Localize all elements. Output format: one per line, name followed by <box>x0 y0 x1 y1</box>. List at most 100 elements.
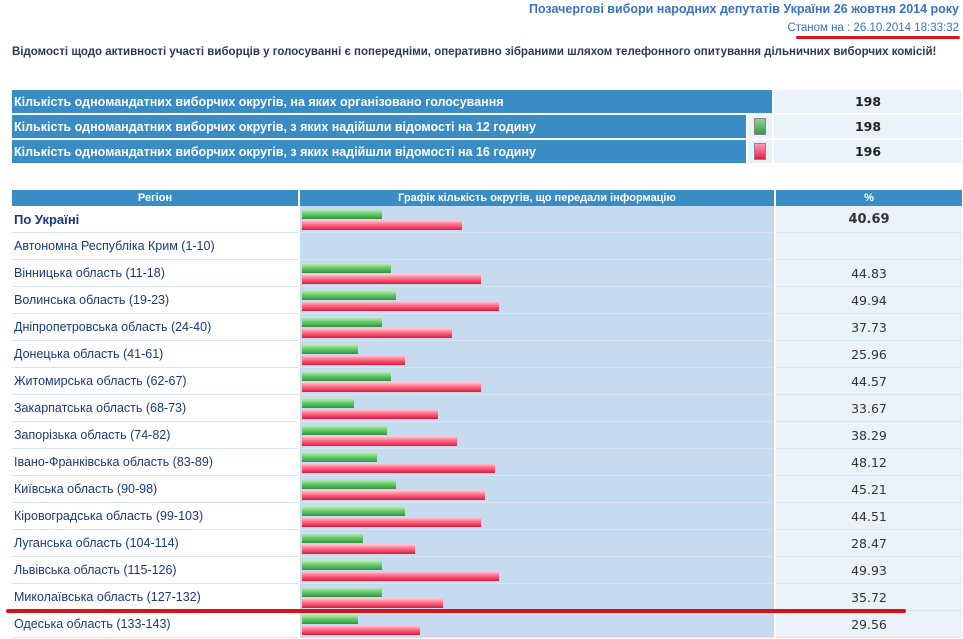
region-graph-cell <box>300 368 774 395</box>
region-percent: 29.56 <box>776 611 962 638</box>
region-name[interactable]: Миколаївська область (127-132) <box>12 584 298 611</box>
region-name[interactable]: Одеська область (133-143) <box>12 611 298 638</box>
red-bar <box>302 624 420 635</box>
region-name[interactable]: Житомирська область (62-67) <box>12 368 298 395</box>
region-graph-cell <box>300 233 774 260</box>
region-name[interactable]: Волинська область (19-23) <box>12 287 298 314</box>
legend-indicator <box>748 140 772 163</box>
region-name[interactable]: Луганська область (104-114) <box>12 530 298 557</box>
region-graph-cell <box>300 611 774 638</box>
region-graph-cell <box>300 476 774 503</box>
region-graph-cell <box>300 341 774 368</box>
regions-body: По Україні 40.69 Автономна Республіка Крим… <box>12 206 962 638</box>
region-name[interactable]: Донецька область (41-61) <box>12 341 298 368</box>
region-name[interactable]: Закарпатська область (68-73) <box>12 395 298 422</box>
table-row: Миколаївська область (127-132) 35.72 <box>12 584 962 611</box>
green-bar <box>302 289 396 300</box>
green-bar <box>302 262 391 273</box>
regions-table: Регіон Графік кількість округів, що пере… <box>10 190 963 638</box>
region-graph-cell <box>300 287 774 314</box>
region-name[interactable]: Київська область (90-98) <box>12 476 298 503</box>
region-percent: 49.94 <box>776 287 962 314</box>
summary-label: Кількість одномандатних виборчих округів… <box>12 115 746 138</box>
region-percent: 25.96 <box>776 341 962 368</box>
column-header-percent: % <box>776 190 962 206</box>
region-name[interactable]: Дніпропетровська область (24-40) <box>12 314 298 341</box>
summary-label: Кількість одномандатних виборчих округів… <box>12 90 772 113</box>
red-bar <box>302 462 495 473</box>
region-graph-cell <box>300 314 774 341</box>
green-bar <box>302 586 382 597</box>
region-graph-cell <box>300 557 774 584</box>
table-row: Волинська область (19-23) 49.94 <box>12 287 962 314</box>
region-name[interactable]: Запорізька область (74-82) <box>12 422 298 449</box>
summary-row: Кількість одномандатних виборчих округів… <box>12 115 962 138</box>
regions-header-row: Регіон Графік кількість округів, що пере… <box>12 190 962 206</box>
table-row: Донецька область (41-61) 25.96 <box>12 341 962 368</box>
region-graph-cell <box>300 503 774 530</box>
region-percent: 44.83 <box>776 260 962 287</box>
table-row: Закарпатська область (68-73) 33.67 <box>12 395 962 422</box>
region-percent: 45.21 <box>776 476 962 503</box>
red-bar <box>302 381 481 392</box>
table-row: Запорізька область (74-82) 38.29 <box>12 422 962 449</box>
green-bar <box>302 370 391 381</box>
green-bar <box>302 343 358 354</box>
region-percent: 44.51 <box>776 503 962 530</box>
red-bar <box>302 327 452 338</box>
region-percent: 37.73 <box>776 314 962 341</box>
table-row: Львівська область (115-126) 49.93 <box>12 557 962 584</box>
red-bar <box>302 435 457 446</box>
green-bar <box>302 208 382 219</box>
table-row: Вінницька область (11-18) 44.83 <box>12 260 962 287</box>
green-bar <box>302 397 354 408</box>
table-row: Автономна Республіка Крим (1-10) <box>12 233 962 260</box>
green-bar <box>302 613 358 624</box>
column-header-graph: Графік кількість округів, що передали ін… <box>300 190 774 206</box>
annotation-underline-row <box>6 609 906 613</box>
table-row: Івано-Франківська область (83-89) 48.12 <box>12 449 962 476</box>
region-name[interactable]: Кіровоградська область (99-103) <box>12 503 298 530</box>
red-bar <box>302 543 415 554</box>
region-percent: 48.12 <box>776 449 962 476</box>
annotation-underline-timestamp <box>796 36 960 39</box>
green-bar <box>302 316 382 327</box>
red-bar <box>302 597 443 608</box>
legend-indicator <box>748 115 772 138</box>
green-bar <box>302 451 377 462</box>
page-title: Позачергові вибори народних депутатів Ук… <box>528 2 959 16</box>
green-bar <box>302 532 363 543</box>
region-name[interactable]: Львівська область (115-126) <box>12 557 298 584</box>
red-bar <box>302 516 481 527</box>
region-graph-cell <box>300 449 774 476</box>
summary-value: 198 <box>774 115 962 138</box>
region-percent: 40.69 <box>776 206 962 233</box>
region-name[interactable]: По Україні <box>12 206 298 233</box>
as-of-timestamp: Станом на : 26.10.2014 18:33:32 <box>787 22 959 34</box>
region-percent: 28.47 <box>776 530 962 557</box>
summary-label: Кількість одномандатних виборчих округів… <box>12 140 746 163</box>
green-bar <box>302 424 387 435</box>
region-percent: 33.67 <box>776 395 962 422</box>
red-bar <box>302 354 405 365</box>
region-graph-cell <box>300 395 774 422</box>
red-bar <box>302 570 499 581</box>
table-row: Київська область (90-98) 45.21 <box>12 476 962 503</box>
region-graph-cell <box>300 260 774 287</box>
region-graph-cell <box>300 206 774 233</box>
table-row: Дніпропетровська область (24-40) 37.73 <box>12 314 962 341</box>
region-name[interactable]: Вінницька область (11-18) <box>12 260 298 287</box>
table-row: Луганська область (104-114) 28.47 <box>12 530 962 557</box>
column-header-region: Регіон <box>12 190 298 206</box>
red-bar <box>302 219 462 230</box>
disclaimer-note: Відомості щодо активності участі виборці… <box>12 46 937 58</box>
region-name[interactable]: Автономна Республіка Крим (1-10) <box>12 233 298 260</box>
green-bar <box>302 478 396 489</box>
table-row: Житомирська область (62-67) 44.57 <box>12 368 962 395</box>
summary-table: Кількість одномандатних виборчих округів… <box>10 88 963 165</box>
red-bar <box>302 408 438 419</box>
region-name[interactable]: Івано-Франківська область (83-89) <box>12 449 298 476</box>
table-row: Кіровоградська область (99-103) 44.51 <box>12 503 962 530</box>
summary-value: 198 <box>774 90 962 113</box>
red-legend-swatch <box>754 143 766 160</box>
